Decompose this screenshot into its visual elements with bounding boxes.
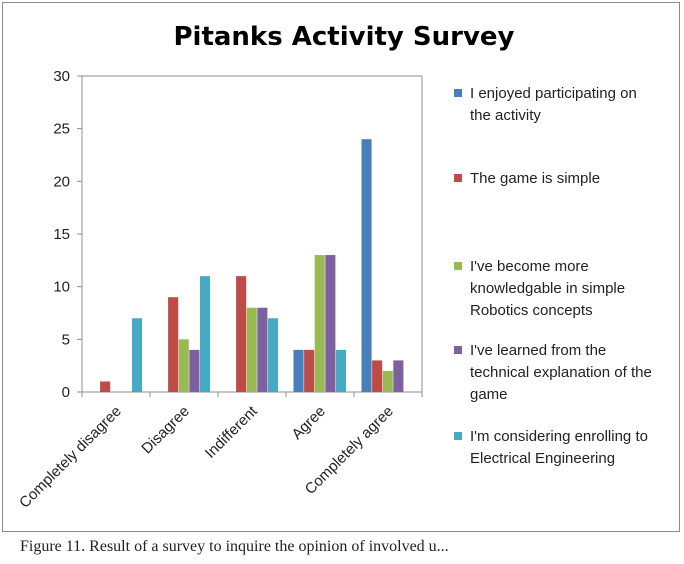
bar-4-2 [267, 318, 279, 392]
bar-1-4 [372, 360, 383, 392]
bars-layer [100, 139, 404, 392]
bar-1-3 [304, 349, 315, 392]
legend-label: technical explanation of the [470, 364, 652, 381]
legend-swatch [454, 346, 462, 354]
y-tick-label: 30 [53, 68, 70, 85]
bar-1-2 [236, 276, 247, 392]
legend-label: I've learned from the [470, 342, 606, 359]
legend-swatch [454, 262, 462, 270]
x-category-label: Completely disagree [16, 403, 125, 512]
y-tick-label: 15 [53, 226, 70, 243]
y-tick-label: 25 [53, 121, 70, 138]
bar-4-3 [335, 349, 347, 392]
x-category-label: Indifferent [202, 402, 262, 462]
bar-2-2 [246, 307, 257, 392]
legend-label: Electrical Engineering [470, 450, 615, 467]
legend-label: I'm considering enrolling to [470, 428, 648, 445]
bar-3-1 [189, 349, 200, 392]
figure-caption: Figure 11. Result of a survey to inquire… [20, 538, 449, 555]
legend-swatch [454, 432, 462, 440]
x-category-label: Agree [289, 403, 329, 443]
x-category-label: Disagree [138, 403, 192, 457]
bar-3-3 [325, 255, 336, 392]
legend-label: game [470, 386, 508, 403]
chart-frame: Pitanks Activity Survey 0 5 10 15 20 25 30 Comp… [2, 2, 680, 532]
bar-1-1 [168, 297, 179, 392]
bar-3-4 [393, 360, 404, 392]
legend-label: I've become more [470, 258, 589, 275]
legend-label: knowledgable in simple [470, 280, 625, 297]
y-tick-label: 10 [53, 279, 70, 296]
legend-swatch [454, 174, 462, 182]
legend-label: the activity [470, 107, 541, 124]
axes-layer: 0 5 10 15 20 25 30 Completely disagree Disagree I… [16, 68, 423, 512]
chart-svg: Pitanks Activity Survey 0 5 10 15 20 25 30 Comp… [16, 22, 652, 512]
chart-title: Pitanks Activity Survey [173, 22, 514, 52]
bar-2-4 [382, 370, 393, 392]
legend-label: I enjoyed participating on [470, 85, 637, 102]
y-tick-label: 5 [62, 331, 70, 348]
bar-2-1 [178, 339, 189, 392]
y-tick-label: 0 [62, 384, 70, 401]
bar-1-0 [100, 381, 111, 392]
bar-2-3 [314, 255, 325, 392]
bar-4-0 [131, 318, 143, 392]
legend-swatch [454, 89, 462, 97]
legend-label: The game is simple [470, 170, 600, 187]
bar-0-4 [361, 139, 372, 392]
legend-label: Robotics concepts [470, 302, 593, 319]
bar-3-2 [257, 307, 268, 392]
legend: I enjoyed participating on the activity Th… [454, 85, 652, 467]
bar-0-3 [293, 349, 304, 392]
y-tick-label: 20 [53, 173, 70, 190]
bar-4-1 [199, 276, 211, 392]
